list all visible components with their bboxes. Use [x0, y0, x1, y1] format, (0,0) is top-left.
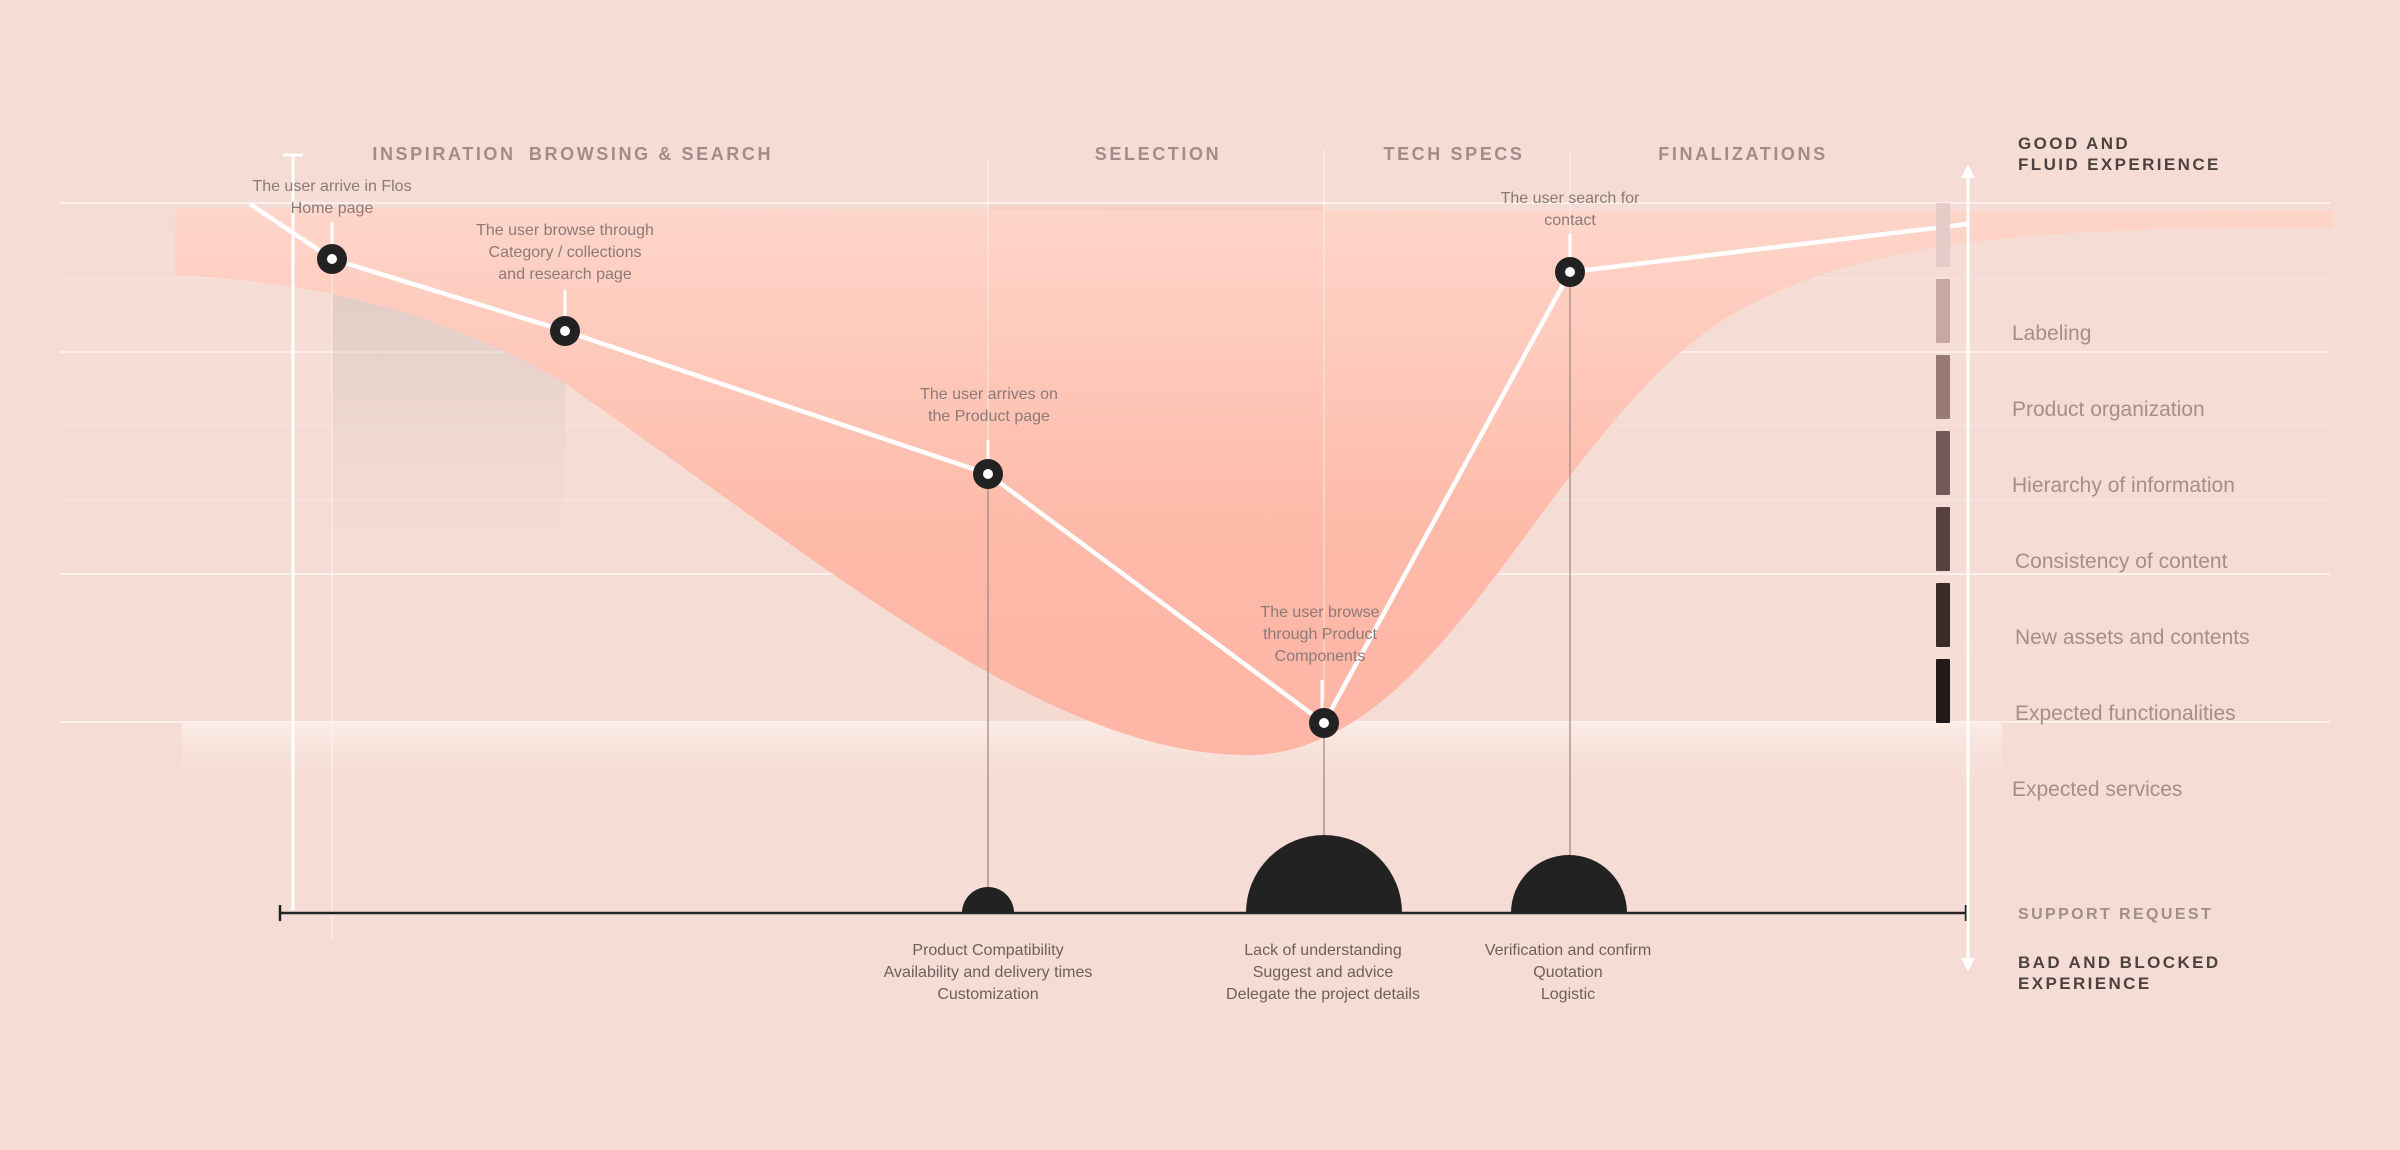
annotation-homepage: The user arrive in Flos Home page [252, 178, 412, 217]
journey-marker-contact [1555, 257, 1585, 287]
annotation-product-page: The user arrives on the Product page [920, 386, 1058, 425]
bottom-axis [278, 905, 1968, 921]
swatch-top [1936, 203, 1950, 267]
phase-browsing-search: BROWSING & SEARCH [528, 144, 774, 164]
swatch-labeling [1936, 279, 1950, 343]
support-bump-small [962, 887, 1014, 913]
support-connectors [987, 274, 1571, 890]
level-consistency-of-content: Consistency of content [2015, 550, 2228, 573]
journey-marker-homepage [317, 244, 347, 274]
phase-tech-specs: TECH SPECS [1383, 144, 1525, 164]
swatch-new-assets [1936, 583, 1950, 647]
swatch-consistency [1936, 507, 1950, 571]
phase-dividers [331, 150, 1571, 940]
expected-services-floor [182, 722, 2002, 782]
experience-scale-axis [1961, 164, 1975, 972]
level-labeling: Labeling [2012, 322, 2092, 345]
phase-inspiration: INSPIRATION [372, 144, 516, 164]
support-request-label: SUPPORT REQUEST [2018, 906, 2214, 923]
support-issues-product: Product Compatibility Availability and de… [883, 942, 1093, 1003]
level-hierarchy-of-information: Hierarchy of information [2012, 474, 2235, 497]
support-bumps [962, 835, 1627, 913]
annotation-contact: The user search for contact [1500, 190, 1640, 229]
support-issues-components: Lack of understanding Suggest and advice D… [1226, 942, 1420, 1003]
bad-experience-label: BAD AND BLOCKED EXPERIENCE [2018, 953, 2221, 993]
level-expected-functionalities: Expected functionalities [2015, 702, 2236, 725]
swatch-hierarchy [1936, 431, 1950, 495]
phase-finalizations: FINALIZATIONS [1658, 144, 1828, 164]
support-issues-contact: Verification and confirm Quotation Logisti… [1484, 942, 1652, 1003]
journey-marker-product-page [973, 459, 1003, 489]
support-bump-large [1246, 835, 1402, 913]
swatch-expected-functionalities [1936, 659, 1950, 723]
swatch-product-organization [1936, 355, 1950, 419]
journey-marker-category [550, 316, 580, 346]
level-swatches [1936, 203, 1950, 723]
level-expected-services: Expected services [2012, 778, 2183, 801]
journey-markers [317, 244, 1585, 738]
support-bump-medium [1511, 855, 1627, 913]
annotation-category: The user browse through Category / collec… [476, 222, 654, 283]
marker-stems [330, 222, 1572, 708]
annotation-components: The user browse through Product Components [1260, 604, 1380, 665]
journey-marker-components [1309, 708, 1339, 738]
level-new-assets-and-contents: New assets and contents [2015, 626, 2250, 649]
level-product-organization: Product organization [2012, 398, 2205, 421]
left-axis [283, 153, 303, 910]
good-experience-label: GOOD AND FLUID EXPERIENCE [2018, 134, 2221, 174]
experience-band [175, 208, 2333, 756]
phase-selection: SELECTION [1094, 144, 1222, 164]
